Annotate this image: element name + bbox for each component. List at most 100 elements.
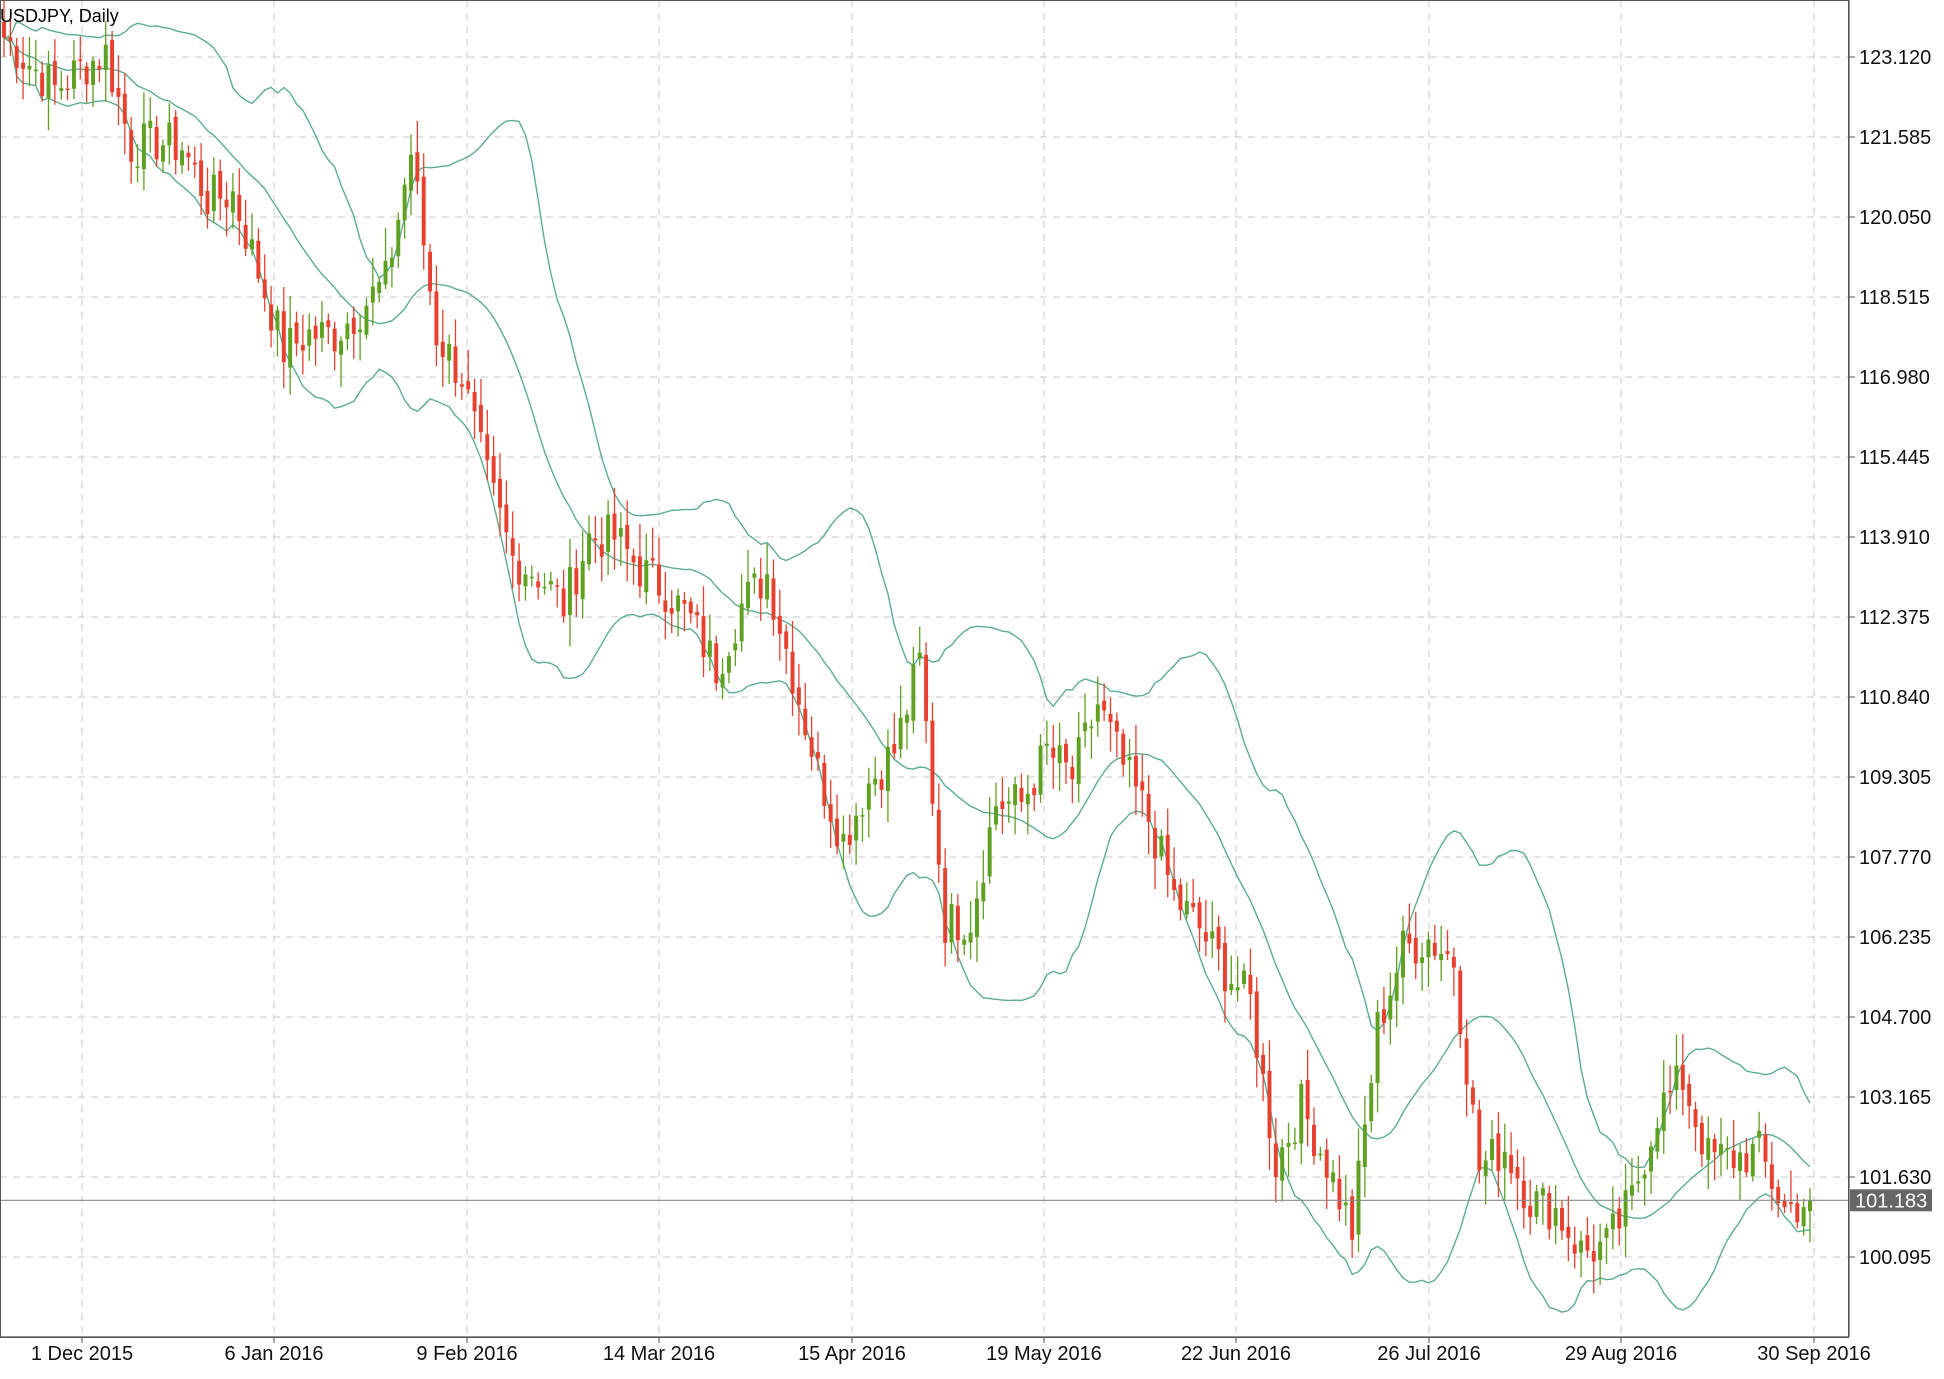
candle-body	[695, 611, 700, 616]
candle-body	[567, 566, 572, 615]
candle-body	[1426, 939, 1431, 958]
candle-body	[924, 654, 929, 722]
current-price-label: 101.183	[1855, 1190, 1927, 1212]
candle-body	[288, 327, 293, 368]
x-tick-label: 22 Jun 2016	[1181, 1343, 1291, 1365]
candle-body	[1394, 972, 1399, 1001]
candle-body	[796, 687, 801, 705]
candle-body	[281, 311, 286, 363]
candle-body	[682, 599, 687, 604]
candle-body	[1146, 793, 1151, 822]
candle-body	[440, 341, 445, 358]
candle-body	[313, 325, 318, 339]
candle-body	[1312, 1124, 1316, 1157]
candle-body	[1153, 828, 1157, 859]
candle-body	[21, 62, 26, 69]
candle-body	[459, 384, 464, 387]
candle-body	[1305, 1079, 1310, 1120]
candle-body	[1159, 835, 1164, 857]
candle-body	[1401, 930, 1405, 978]
candle-body	[167, 122, 172, 146]
candle-body	[841, 833, 846, 842]
candle-body	[885, 746, 890, 792]
candle-body	[574, 568, 579, 595]
candle-body	[1248, 974, 1253, 994]
candle-body	[707, 640, 712, 657]
candle-body	[396, 219, 401, 257]
candle-body	[1044, 743, 1049, 746]
candle-body	[905, 714, 909, 723]
candle-body	[224, 199, 229, 208]
candle-body	[1788, 1202, 1793, 1205]
candle-body	[97, 65, 102, 70]
candle-body	[358, 329, 363, 333]
x-tick-label: 15 Apr 2016	[798, 1343, 906, 1365]
candle-body	[1719, 1144, 1723, 1155]
candle-body	[517, 560, 522, 585]
candle-body	[1458, 970, 1463, 1034]
candle-body	[510, 538, 515, 556]
candle-body	[256, 240, 261, 279]
candle-body	[720, 673, 725, 688]
candle-body	[1165, 834, 1170, 876]
candle-body	[40, 72, 45, 97]
candle-body	[33, 69, 38, 72]
candle-body	[421, 176, 426, 246]
candle-body	[548, 580, 553, 585]
candle-body	[402, 184, 407, 221]
x-tick-label: 1 Dec 2015	[31, 1343, 133, 1365]
candle-body	[122, 93, 127, 124]
candle-body	[1013, 784, 1018, 806]
candle-body	[383, 260, 388, 285]
x-tick-label: 9 Feb 2016	[416, 1343, 517, 1365]
candle-body	[218, 171, 223, 199]
candle-body	[351, 317, 356, 334]
candle-body	[1509, 1155, 1514, 1174]
candle-body	[1801, 1207, 1806, 1227]
candle-body	[1089, 726, 1094, 729]
candle-body	[949, 904, 954, 943]
candle-body	[580, 561, 585, 600]
candle-body	[1795, 1203, 1800, 1223]
candle-body	[1172, 879, 1177, 890]
candle-body	[409, 154, 413, 191]
candle-body	[1210, 931, 1215, 939]
x-tick-label: 30 Sep 2016	[1757, 1343, 1870, 1365]
candle-body	[389, 257, 394, 268]
candle-body	[1502, 1151, 1507, 1169]
candle-body	[739, 603, 744, 642]
candle-body	[339, 340, 344, 355]
candle-body	[835, 818, 840, 847]
y-tick-label: 123.120	[1859, 47, 1931, 69]
candle-body	[1483, 1160, 1488, 1176]
candle-body	[1623, 1190, 1628, 1227]
candle-body	[1521, 1180, 1526, 1209]
candle-body	[987, 827, 992, 877]
candle-body	[1451, 956, 1456, 968]
candle-body	[1540, 1188, 1545, 1196]
candle-body	[1191, 903, 1196, 908]
candle-body	[523, 574, 528, 587]
candle-body	[1197, 902, 1202, 929]
candle-body	[428, 251, 433, 292]
candle-body	[78, 59, 83, 62]
candle-body	[892, 743, 897, 754]
candle-body	[1560, 1207, 1564, 1231]
candle-body	[1356, 1160, 1361, 1235]
candle-body	[1006, 801, 1011, 804]
candle-body	[2, 22, 6, 38]
candle-body	[1127, 756, 1132, 760]
candle-body	[879, 779, 884, 790]
candle-body	[701, 616, 706, 658]
candle-body	[447, 343, 452, 361]
candle-body	[237, 194, 242, 222]
candle-body	[14, 46, 19, 69]
candle-body	[250, 239, 254, 250]
candle-body	[1470, 1087, 1475, 1105]
candle-body	[637, 556, 642, 587]
candle-body	[504, 504, 509, 533]
candle-body	[1375, 1011, 1380, 1083]
candle-body	[1267, 1070, 1272, 1139]
y-tick-label: 103.165	[1859, 1087, 1931, 1109]
